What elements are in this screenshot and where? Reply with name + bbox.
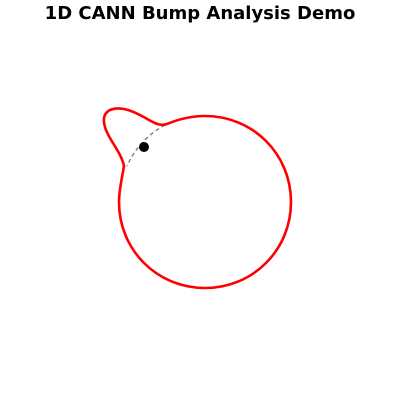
figure-title: 1D CANN Bump Analysis Demo xyxy=(44,3,356,24)
activity-curve xyxy=(102,107,293,290)
bump-center-marker xyxy=(139,142,149,152)
